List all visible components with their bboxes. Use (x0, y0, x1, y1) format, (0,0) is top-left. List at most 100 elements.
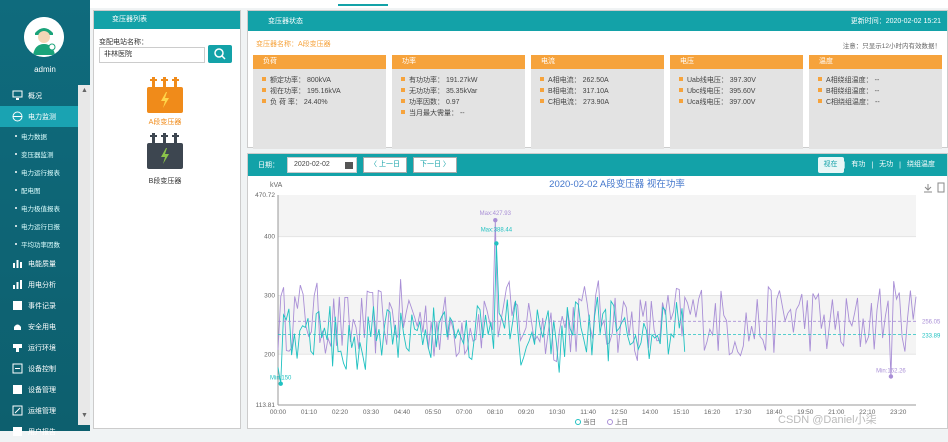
transformer-b-label[interactable]: B段变压器 (148, 178, 182, 185)
menu-label: 用户报告 (28, 428, 56, 436)
calendar-icon[interactable] (344, 160, 354, 170)
x-tick-label: 08:10 (487, 409, 504, 416)
x-tick-label: 21:00 (828, 409, 845, 416)
prev-day-button[interactable]: 〈 上一日 (363, 157, 407, 173)
submenu-item[interactable]: 变压器监测 (0, 145, 78, 163)
tab-separator: | (871, 161, 874, 169)
menu-label: 设备控制 (28, 365, 56, 373)
submenu-item[interactable]: 电力数据 (0, 127, 78, 145)
tab-active[interactable]: 有功 (851, 161, 866, 168)
date-picker[interactable]: 2020-02-02 (287, 157, 357, 173)
max-yesterday-label: Max:427.93 (480, 211, 512, 217)
card-row: Uca线电压： 397.00V (670, 97, 803, 108)
station-input[interactable]: 非林医院 (99, 47, 205, 63)
alarm-icon (12, 321, 23, 332)
watermark: CSDN @Daniel小柒 (778, 413, 877, 426)
menu-item-power-quality[interactable]: 电能质量 (0, 253, 78, 274)
menu-item-device-manage[interactable]: 设备管理 (0, 379, 78, 400)
chart-title: 2020-02-02 A段变压器 视在功率 (549, 178, 685, 190)
transformer-a-icon[interactable] (146, 75, 184, 115)
menu-item-environment[interactable]: 运行环境 (0, 337, 78, 358)
menu-label: 电能质量 (28, 260, 56, 268)
transformer-a-label[interactable]: A段变压器 (148, 119, 182, 126)
report-icon (12, 426, 23, 437)
card-row: C相电流： 273.90A (531, 97, 664, 108)
card-row: 当月最大需量： -- (392, 108, 525, 119)
avg-label-yesterday: 256.05 (922, 319, 941, 325)
card-row: 无功功率： 35.35kVar (392, 86, 525, 97)
menu-label: 电力监测 (28, 113, 56, 121)
menu-item-report[interactable]: 用户报告 (0, 421, 78, 442)
note-text: 注意：只显示12小时内有效数据！ (842, 43, 941, 50)
card-title: 功率 (392, 55, 525, 69)
x-tick-label: 19:50 (797, 409, 814, 416)
card-voltage: 电压 Uab线电压： 397.30V Ubc线电压： 395.60V Uca线电… (670, 55, 803, 149)
series-line-today (277, 243, 686, 384)
device-icon (12, 384, 23, 395)
download-icon (924, 184, 932, 193)
legend-label-today: 当日 (583, 417, 596, 426)
update-time-label: 更新时间： (850, 18, 886, 25)
scroll-up-icon[interactable]: ▲ (81, 87, 88, 94)
tab-apparent[interactable]: 视在 (817, 157, 844, 173)
submenu-item[interactable]: 电力运行报表 (0, 163, 78, 181)
card-row: C相绕组温度： -- (809, 97, 942, 108)
x-tick-label: 09:20 (518, 409, 535, 416)
max-today-label: Max:388.44 (481, 227, 513, 233)
transformer-b-icon[interactable] (146, 131, 184, 171)
grid-band (278, 295, 916, 355)
x-tick-label: 07:00 (456, 409, 473, 416)
next-day-label: 下一日 (419, 161, 441, 168)
search-icon (214, 48, 226, 60)
date-value: 2020-02-02 (294, 161, 330, 168)
card-row: B相绕组温度： -- (809, 86, 942, 97)
user-avatar-icon (24, 17, 64, 57)
submenu-item[interactable]: 平均功率因数 (0, 235, 78, 253)
scroll-down-icon[interactable]: ▼ (81, 412, 88, 419)
avatar[interactable] (24, 17, 64, 57)
transformer-status-panel: 变压器状态 更新时间：2020-02-02 15:21 变压器名称：A段变压器 … (247, 10, 948, 149)
x-tick-label: 16:20 (704, 409, 721, 416)
x-tick-label: 12:50 (611, 409, 628, 416)
menu-label: 运维管理 (28, 407, 56, 415)
menu-item-events[interactable]: 事件记录 (0, 295, 78, 316)
submenu-item[interactable]: 配电图 (0, 181, 78, 199)
control-icon (12, 363, 23, 374)
max-yesterday-point (493, 217, 498, 223)
menu-item-safety[interactable]: 安全用电 (0, 316, 78, 337)
chart-toolbar: 日期： 2020-02-02 〈 上一日 下一日 〉 视在 | 有功 | 无功 … (248, 154, 947, 176)
next-day-button[interactable]: 下一日 〉 (412, 157, 457, 173)
data-view-icon (937, 182, 945, 193)
sidebar-scrollbar[interactable]: ▲ ▼ (78, 85, 90, 425)
menu-label: 事件记录 (28, 302, 56, 310)
tab-reactive[interactable]: 无功 (879, 161, 894, 168)
status-title: 变压器状态 (268, 18, 303, 25)
x-tick-label: 02:20 (332, 409, 349, 416)
submenu-item[interactable]: 电力运行日报 (0, 217, 78, 235)
menu-item-usage-analysis[interactable]: 用电分析 (0, 274, 78, 295)
env-icon (12, 342, 23, 353)
card-row: 负 荷 率： 24.40% (253, 97, 386, 108)
main-menu: 概况 电力监测 电力数据 变压器监测 电力运行报表 配电图 电力极值报表 电力运… (0, 85, 78, 442)
menu-item-overview[interactable]: 概况 (0, 85, 78, 106)
x-tick-label: 23:20 (890, 409, 907, 416)
tab-winding-temp[interactable]: 绕组温度 (907, 161, 935, 168)
card-current: 电流 A相电流： 262.50A B相电流： 317.10A C相电流： 273… (531, 55, 664, 149)
submenu-item[interactable]: 电力极值报表 (0, 199, 78, 217)
card-row: 功率因数： 0.97 (392, 97, 525, 108)
menu-label: 用电分析 (28, 281, 56, 289)
search-button[interactable] (208, 45, 232, 63)
sidebar: admin 概况 电力监测 电力数据 变压器监测 电力运行报表 配电图 电力极值… (0, 0, 90, 436)
avg-label-today: 233.89 (922, 333, 941, 339)
legend-marker-today (575, 419, 581, 425)
card-row: Ubc线电压： 395.60V (670, 86, 803, 97)
x-tick-label: 17:30 (735, 409, 752, 416)
menu-label: 运行环境 (28, 344, 56, 352)
chart-panel: 日期： 2020-02-02 〈 上一日 下一日 〉 视在 | 有功 | 无功 … (247, 153, 948, 429)
menu-item-power-monitor[interactable]: 电力监测 (0, 106, 78, 127)
top-tab-indicator[interactable] (338, 0, 388, 6)
card-title: 电流 (531, 55, 664, 69)
menu-item-maintenance[interactable]: 运维管理 (0, 400, 78, 421)
menu-item-device-control[interactable]: 设备控制 (0, 358, 78, 379)
menu-label: 概况 (28, 92, 42, 100)
